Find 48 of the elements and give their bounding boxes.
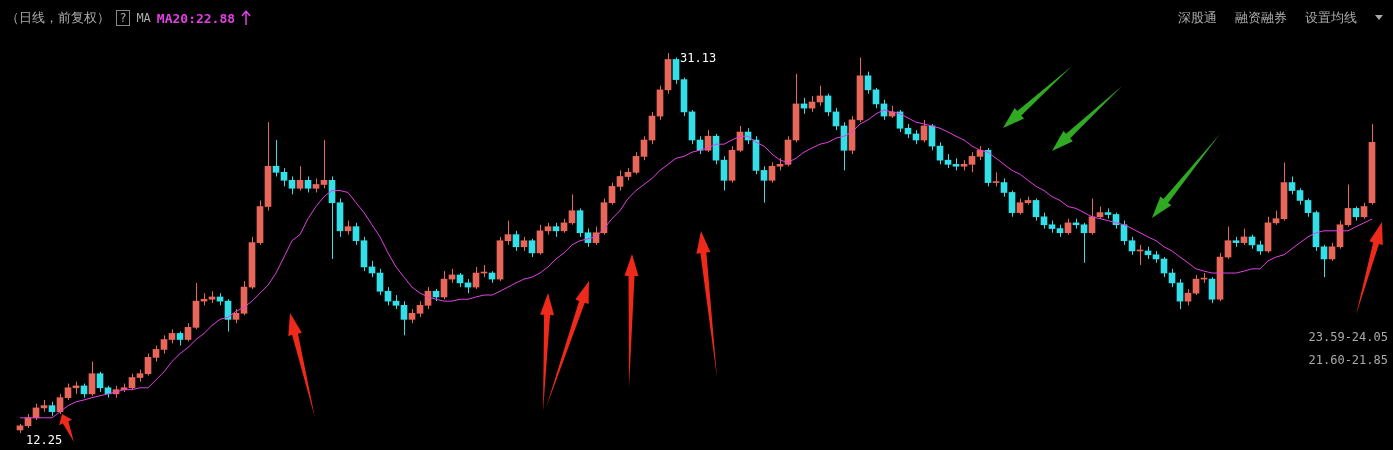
text: 12.25 [26, 433, 63, 448]
candlestick [720, 155, 728, 192]
candlestick [400, 300, 408, 336]
candlestick [376, 268, 384, 296]
candlestick [1080, 222, 1088, 264]
candlestick [640, 135, 648, 161]
candlestick [768, 161, 776, 184]
candlestick [1032, 198, 1040, 222]
candlestick [608, 182, 616, 206]
candlestick [672, 57, 680, 85]
text: MA20:22.88 [156, 10, 236, 26]
candlestick [616, 169, 624, 192]
candlestick [160, 334, 168, 355]
candlestick [512, 230, 520, 252]
candlestick [528, 238, 536, 258]
chart-title: （日线，前复权） [6, 9, 110, 27]
candlestick [760, 165, 768, 204]
candlestick [320, 139, 328, 189]
candlestick [280, 167, 288, 187]
candlestick [352, 222, 360, 246]
annotation: 23.59-24.05 [1308, 330, 1388, 345]
candlestick [96, 371, 104, 393]
candlestick [576, 207, 584, 238]
candlestick [1344, 183, 1352, 228]
candlestick [1304, 198, 1312, 218]
text: MA [136, 11, 151, 25]
text: ? [116, 10, 131, 26]
candlestick [864, 71, 872, 95]
candlestick [1320, 244, 1328, 278]
candlestick [968, 151, 976, 173]
annotation: 31.13 [680, 51, 717, 66]
candlestick [1000, 177, 1008, 198]
candlestick [184, 322, 192, 342]
candlestick [1328, 242, 1336, 262]
candlestick [144, 353, 152, 377]
candlestick [1008, 190, 1016, 218]
candlestick [1208, 276, 1216, 304]
candlestick [272, 139, 280, 177]
candlestick [296, 165, 304, 192]
candlestick [1224, 226, 1232, 260]
text: 深股通 [1178, 9, 1217, 27]
candlestick [504, 220, 512, 246]
candlestick [88, 361, 96, 397]
candlestick [568, 193, 576, 226]
text: 融资融券 [1235, 9, 1287, 27]
text: 设置均线 [1305, 9, 1357, 27]
annotation: 21.60-21.85 [1308, 352, 1388, 367]
candlestick [632, 151, 640, 175]
